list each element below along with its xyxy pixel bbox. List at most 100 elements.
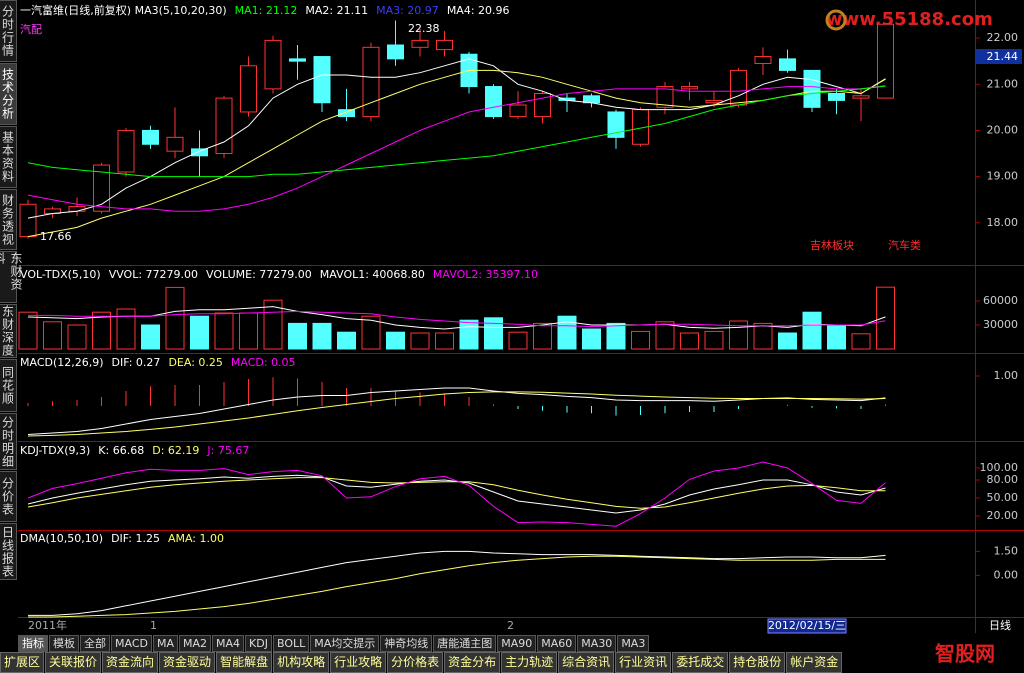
candle-body	[166, 136, 184, 152]
candle-body	[485, 86, 502, 118]
indicator-line	[27, 85, 886, 178]
y-tick-label: 21.00	[987, 77, 1019, 90]
y-tick-label: 19.00	[987, 170, 1019, 183]
y-tick-label: 0.00	[994, 568, 1019, 581]
sidebar-tab[interactable]: 东财深度	[0, 304, 17, 358]
indicator-line	[27, 461, 886, 527]
legend-label: DIF: 1.25	[111, 532, 160, 545]
volume-bar	[43, 321, 62, 350]
candle-body	[313, 56, 331, 104]
indicator-tabs: 指标 模板 全部 MACD MA MA2 MA4 KDJ BOLL MA均交提示 神奇均线 唐能通主图…	[18, 635, 650, 652]
bottom-tabs: 扩展区 关联报价 资金流向 资金驱动 智能解盘 机构攻略 行业攻略 分价格表 资金分布 主力轨迹综…	[0, 652, 843, 673]
sidebar-tab[interactable]: 分时行情	[0, 0, 17, 62]
sidebar-tab[interactable]: 同花顺	[0, 359, 17, 412]
indicator-tab[interactable]: MA	[152, 635, 178, 652]
volume-bar	[606, 322, 626, 350]
candle-body	[117, 129, 135, 173]
volume-bar	[533, 322, 552, 350]
sidebar-tab[interactable]: 财务透视	[0, 189, 17, 250]
bottom-tab[interactable]: 扩展区	[0, 652, 45, 673]
sidebar-tab[interactable]: 技术分析	[0, 63, 17, 125]
candle-body	[68, 206, 86, 212]
y-tick-label: 20.00	[987, 509, 1019, 522]
sidebar-tab[interactable]: 东财资料	[0, 251, 23, 303]
y-tick-label: 80.00	[987, 473, 1019, 486]
bottom-tab[interactable]: 行业攻略	[330, 652, 387, 673]
sidebar-tab[interactable]: 日线报表	[0, 523, 17, 580]
legend-label: MACD(12,26,9)	[20, 356, 104, 369]
volume-bar	[827, 324, 846, 350]
bottom-tab[interactable]: 资金流向	[102, 652, 159, 673]
y-tick-label: 30000	[983, 318, 1018, 331]
cursor-date: 2012/02/15/三	[768, 619, 846, 632]
indicator-tab[interactable]: MA4	[212, 635, 245, 652]
candle-body	[362, 46, 380, 118]
legend-label: VOL-TDX(5,10)	[20, 268, 101, 281]
candle-body	[436, 39, 453, 51]
volume-bar	[435, 332, 454, 350]
indicator-tab[interactable]: 指标	[18, 635, 48, 652]
bottom-tab[interactable]: 智能解盘	[216, 652, 273, 673]
watermark-icon	[825, 9, 847, 31]
indicator-tab[interactable]: 神奇均线	[380, 635, 433, 652]
candle-body	[142, 129, 159, 145]
volume-bar	[851, 333, 871, 350]
indicator-line	[27, 477, 886, 509]
candle-body	[509, 104, 527, 118]
sidebar-tab[interactable]: 基本资料	[0, 126, 17, 188]
volume-bar	[631, 330, 650, 350]
volume-bar	[508, 331, 528, 350]
legend-label: KDJ-TDX(9,3)	[20, 444, 90, 457]
sidebar-tab[interactable]: 分时明细	[0, 413, 17, 470]
indicator-tab[interactable]: 全部	[80, 635, 110, 652]
annotation: 17.66	[40, 230, 72, 243]
candle-body	[681, 86, 698, 90]
indicator-tab[interactable]: 模板	[49, 635, 79, 652]
bottom-tab[interactable]: 委托成交	[672, 652, 729, 673]
price-tag-box	[976, 49, 1022, 64]
candle-body	[19, 203, 37, 238]
bottom-tab[interactable]: 帐户资金	[786, 652, 843, 673]
bottom-tab[interactable]: 资金驱动	[159, 652, 216, 673]
bottom-tab[interactable]: 机构攻略	[273, 652, 330, 673]
bottom-tab[interactable]: 行业资讯	[615, 652, 672, 673]
indicator-tab[interactable]: BOLL	[272, 635, 310, 652]
annotation: 吉林板块	[810, 238, 854, 252]
indicator-line	[27, 85, 886, 212]
indicator-tab[interactable]: MA30	[577, 635, 617, 652]
volume-bar	[312, 322, 332, 350]
indicator-tab[interactable]: KDJ	[245, 635, 272, 652]
candle-body	[828, 92, 845, 101]
bottom-tab[interactable]: 资金分布	[444, 652, 501, 673]
legend-label: DMA(10,50,10)	[20, 532, 103, 545]
candle-body	[215, 97, 233, 155]
indicator-tab[interactable]: MA90	[497, 635, 537, 652]
legend-label: MACD: 0.05	[231, 356, 296, 369]
volume-bar	[753, 322, 773, 350]
indicator-tab[interactable]: MACD	[111, 635, 152, 652]
legend-label: VVOL: 77279.00	[109, 268, 198, 281]
indicator-tab[interactable]: MA均交提示	[310, 635, 380, 652]
bottom-tab[interactable]: 分价格表	[387, 652, 444, 673]
indicator-tab[interactable]: MA3	[617, 635, 650, 652]
bottom-tab[interactable]: 持仓股份	[729, 652, 786, 673]
y-tick-label: 22.00	[987, 31, 1019, 44]
bottom-tab[interactable]: 主力轨迹	[501, 652, 558, 673]
indicator-line	[27, 387, 886, 435]
legend-label: AMA: 1.00	[168, 532, 224, 545]
time-label: 2	[507, 619, 514, 632]
bottom-tab[interactable]: 综合资讯	[558, 652, 615, 673]
annotation: 汽车类	[888, 238, 921, 252]
sidebar-tab[interactable]: 分价表	[0, 471, 17, 522]
candle-body	[779, 58, 796, 71]
volume-bar	[802, 311, 822, 350]
volume-bar	[459, 319, 479, 350]
indicator-tab[interactable]: MA60	[537, 635, 577, 652]
bottom-tab[interactable]: 关联报价	[45, 652, 102, 673]
indicator-tab[interactable]: 唐能通主图	[433, 635, 497, 652]
candle-body	[264, 39, 282, 90]
candle-body	[338, 109, 355, 118]
indicator-tab[interactable]: MA2	[179, 635, 212, 652]
volume-bar	[582, 328, 601, 350]
